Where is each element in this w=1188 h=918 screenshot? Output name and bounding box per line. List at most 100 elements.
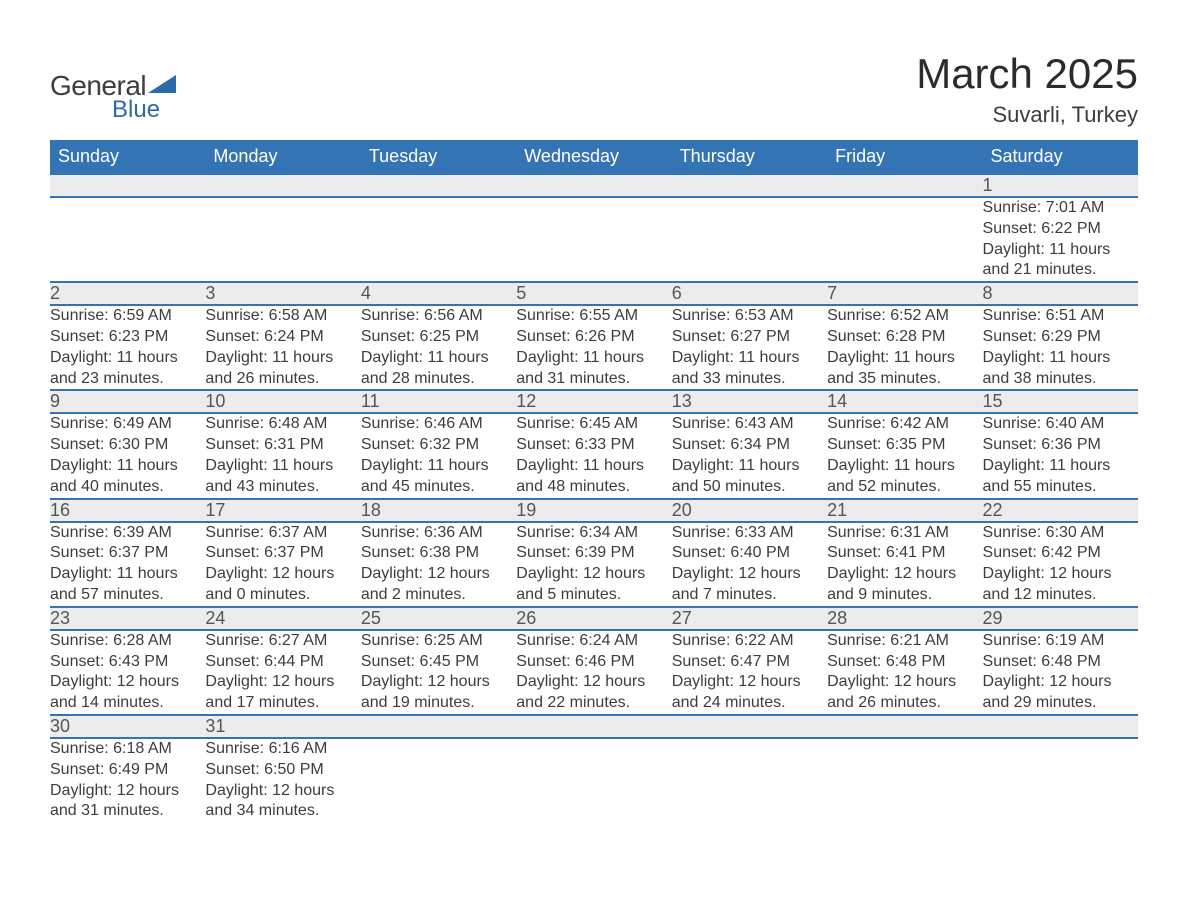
day-number-cell: 19 [516,499,671,522]
daynum-row: 1 [50,174,1138,197]
day-data-cell: Sunrise: 6:28 AMSunset: 6:43 PMDaylight:… [50,630,205,715]
header: General Blue March 2025 Suvarli, Turkey [50,50,1138,128]
day-data-cell: Sunrise: 6:30 AMSunset: 6:42 PMDaylight:… [983,522,1138,607]
day-number-cell: 17 [205,499,360,522]
day-data-cell: Sunrise: 6:24 AMSunset: 6:46 PMDaylight:… [516,630,671,715]
day-data-cell: Sunrise: 6:42 AMSunset: 6:35 PMDaylight:… [827,413,982,498]
day-number-cell [672,715,827,738]
day-number-cell: 2 [50,282,205,305]
weekday-header: Monday [205,140,360,174]
calendar-table: SundayMondayTuesdayWednesdayThursdayFrid… [50,140,1138,822]
page-subtitle: Suvarli, Turkey [916,102,1138,128]
page-title: March 2025 [916,50,1138,98]
day-number-cell: 14 [827,390,982,413]
day-number-cell: 7 [827,282,982,305]
day-number-cell: 29 [983,607,1138,630]
day-number-cell: 12 [516,390,671,413]
day-data-cell: Sunrise: 6:31 AMSunset: 6:41 PMDaylight:… [827,522,982,607]
weekday-header: Sunday [50,140,205,174]
day-number-cell [983,715,1138,738]
day-number-cell: 18 [361,499,516,522]
day-data-cell: Sunrise: 6:48 AMSunset: 6:31 PMDaylight:… [205,413,360,498]
day-number-cell: 16 [50,499,205,522]
day-data-cell: Sunrise: 6:58 AMSunset: 6:24 PMDaylight:… [205,305,360,390]
day-data-cell: Sunrise: 6:46 AMSunset: 6:32 PMDaylight:… [361,413,516,498]
logo-text-blue: Blue [112,96,160,124]
daynum-row: 2345678 [50,282,1138,305]
day-data-cell: Sunrise: 6:59 AMSunset: 6:23 PMDaylight:… [50,305,205,390]
day-number-cell: 8 [983,282,1138,305]
day-number-cell: 4 [361,282,516,305]
day-data-row: Sunrise: 6:28 AMSunset: 6:43 PMDaylight:… [50,630,1138,715]
day-data-cell: Sunrise: 6:21 AMSunset: 6:48 PMDaylight:… [827,630,982,715]
day-data-cell [672,738,827,822]
day-data-cell [205,197,360,282]
title-block: March 2025 Suvarli, Turkey [916,50,1138,128]
daynum-row: 9101112131415 [50,390,1138,413]
day-data-cell: Sunrise: 6:39 AMSunset: 6:37 PMDaylight:… [50,522,205,607]
day-data-cell: Sunrise: 6:49 AMSunset: 6:30 PMDaylight:… [50,413,205,498]
day-data-cell: Sunrise: 7:01 AMSunset: 6:22 PMDaylight:… [983,197,1138,282]
day-data-cell: Sunrise: 6:19 AMSunset: 6:48 PMDaylight:… [983,630,1138,715]
day-number-cell [205,174,360,197]
weekday-header-row: SundayMondayTuesdayWednesdayThursdayFrid… [50,140,1138,174]
weekday-header: Tuesday [361,140,516,174]
day-data-row: Sunrise: 6:49 AMSunset: 6:30 PMDaylight:… [50,413,1138,498]
day-number-cell: 6 [672,282,827,305]
day-data-cell: Sunrise: 6:36 AMSunset: 6:38 PMDaylight:… [361,522,516,607]
daynum-row: 3031 [50,715,1138,738]
day-data-cell [516,197,671,282]
logo: General Blue [50,50,176,124]
day-number-cell: 24 [205,607,360,630]
day-number-cell [516,715,671,738]
day-data-cell [827,738,982,822]
day-data-row: Sunrise: 6:39 AMSunset: 6:37 PMDaylight:… [50,522,1138,607]
day-number-cell: 10 [205,390,360,413]
day-number-cell: 20 [672,499,827,522]
day-data-cell [50,197,205,282]
day-number-cell [672,174,827,197]
day-number-cell: 25 [361,607,516,630]
weekday-header: Thursday [672,140,827,174]
day-data-cell: Sunrise: 6:16 AMSunset: 6:50 PMDaylight:… [205,738,360,822]
weekday-header: Friday [827,140,982,174]
day-number-cell: 21 [827,499,982,522]
day-data-cell [361,738,516,822]
day-data-cell: Sunrise: 6:18 AMSunset: 6:49 PMDaylight:… [50,738,205,822]
day-data-cell: Sunrise: 6:22 AMSunset: 6:47 PMDaylight:… [672,630,827,715]
day-number-cell: 3 [205,282,360,305]
calendar-body: 1 Sunrise: 7:01 AMSunset: 6:22 PMDayligh… [50,174,1138,822]
day-data-cell: Sunrise: 6:43 AMSunset: 6:34 PMDaylight:… [672,413,827,498]
day-number-cell: 9 [50,390,205,413]
day-number-cell [361,174,516,197]
day-data-row: Sunrise: 7:01 AMSunset: 6:22 PMDaylight:… [50,197,1138,282]
daynum-row: 23242526272829 [50,607,1138,630]
day-data-cell: Sunrise: 6:56 AMSunset: 6:25 PMDaylight:… [361,305,516,390]
day-number-cell: 11 [361,390,516,413]
day-data-cell [827,197,982,282]
day-number-cell: 26 [516,607,671,630]
day-number-cell: 28 [827,607,982,630]
day-data-cell: Sunrise: 6:52 AMSunset: 6:28 PMDaylight:… [827,305,982,390]
day-data-cell [672,197,827,282]
day-number-cell: 5 [516,282,671,305]
weekday-header: Saturday [983,140,1138,174]
day-number-cell: 27 [672,607,827,630]
day-number-cell: 31 [205,715,360,738]
day-data-cell: Sunrise: 6:51 AMSunset: 6:29 PMDaylight:… [983,305,1138,390]
day-data-cell: Sunrise: 6:37 AMSunset: 6:37 PMDaylight:… [205,522,360,607]
day-number-cell [361,715,516,738]
day-number-cell [827,174,982,197]
day-number-cell [50,174,205,197]
day-data-cell: Sunrise: 6:34 AMSunset: 6:39 PMDaylight:… [516,522,671,607]
day-data-row: Sunrise: 6:18 AMSunset: 6:49 PMDaylight:… [50,738,1138,822]
weekday-header: Wednesday [516,140,671,174]
day-number-cell: 23 [50,607,205,630]
day-data-cell: Sunrise: 6:40 AMSunset: 6:36 PMDaylight:… [983,413,1138,498]
logo-triangle-icon [148,75,176,93]
day-number-cell: 15 [983,390,1138,413]
day-number-cell [827,715,982,738]
day-data-cell: Sunrise: 6:33 AMSunset: 6:40 PMDaylight:… [672,522,827,607]
day-data-cell: Sunrise: 6:25 AMSunset: 6:45 PMDaylight:… [361,630,516,715]
day-data-cell: Sunrise: 6:27 AMSunset: 6:44 PMDaylight:… [205,630,360,715]
